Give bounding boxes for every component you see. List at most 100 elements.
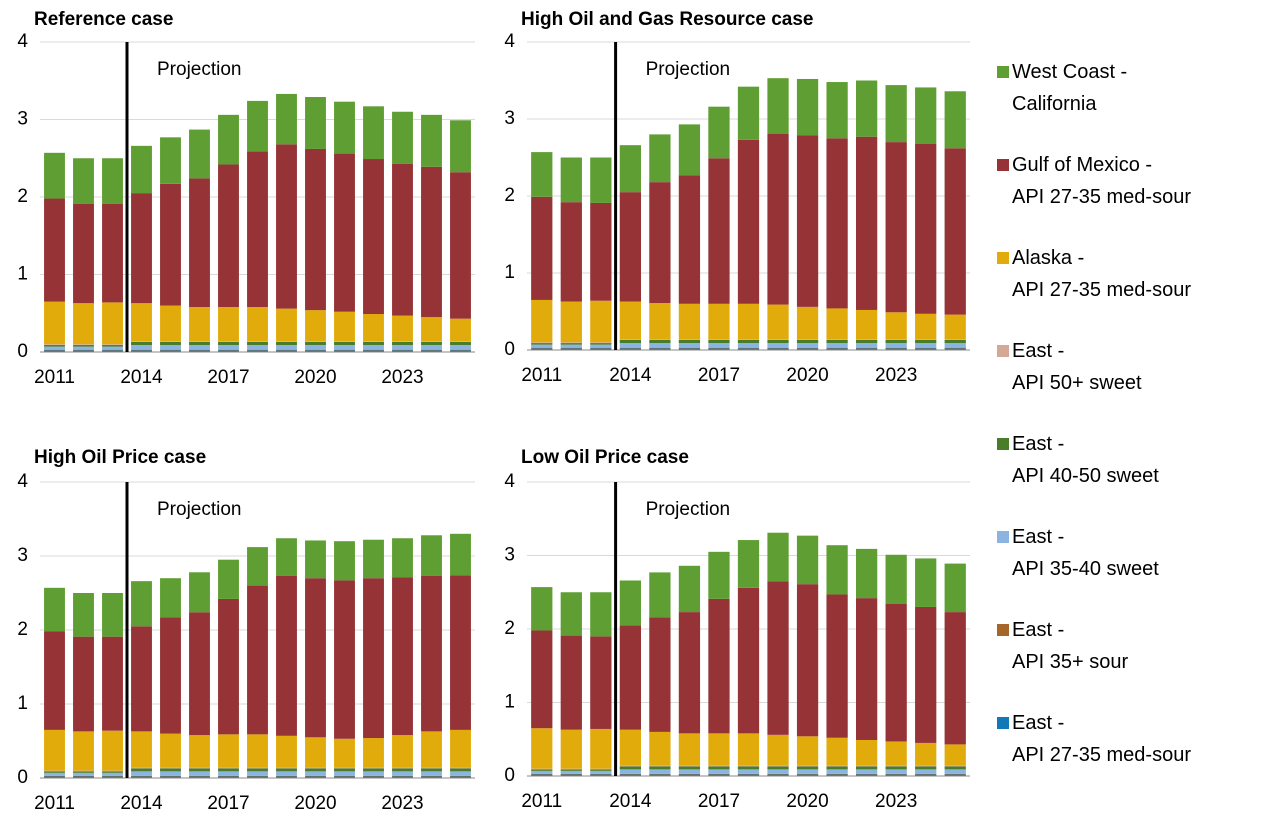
bar-segment — [885, 348, 907, 350]
bar-segment — [247, 341, 268, 346]
bar-segment — [856, 80, 878, 137]
bar-segment — [649, 182, 671, 304]
bar-segment — [856, 136, 878, 310]
bar-segment — [392, 315, 413, 342]
legend-label: East - API 40-50 sweet — [1012, 433, 1159, 487]
bar-segment — [450, 341, 471, 342]
bar-segment — [305, 341, 326, 342]
bar-segment — [915, 87, 937, 144]
bar-segment — [218, 350, 239, 352]
bar-segment — [421, 114, 442, 167]
y-tick-label: 3 — [504, 545, 515, 566]
bar-segment — [44, 152, 65, 199]
y-tick-label: 0 — [17, 767, 28, 788]
bar-segment — [678, 347, 701, 349]
bar-segment — [218, 164, 239, 308]
bar-segment — [531, 769, 553, 771]
legend-item: Alaska - API 27-35 med-sour — [997, 242, 1262, 335]
bar-segment — [915, 339, 937, 344]
bar-segment — [590, 773, 612, 775]
bar-segment — [531, 774, 553, 776]
bar-segment — [334, 345, 355, 350]
bar-segment — [189, 572, 210, 613]
bar-segment — [915, 313, 937, 340]
legend-item: East - API 35+ sour — [997, 614, 1262, 707]
bar-segment — [218, 767, 239, 769]
bar-segment — [649, 572, 671, 618]
bar-segment — [363, 345, 384, 350]
x-tick-label: 2011 — [34, 367, 75, 388]
bar-segment — [102, 776, 123, 778]
bar-segment — [189, 735, 210, 768]
bar-segment — [73, 636, 94, 732]
bar-segment — [885, 343, 907, 348]
bar-segment — [856, 739, 878, 766]
y-tick-label: 4 — [504, 471, 515, 492]
bar-segment — [73, 203, 94, 304]
bar-segment — [560, 770, 582, 774]
x-tick-label: 2017 — [207, 367, 249, 388]
bar-segment — [826, 737, 848, 766]
legend: West Coast - California Gulf of Mexico - … — [997, 56, 1262, 800]
bar-segment — [160, 137, 181, 184]
bar-segment — [796, 343, 819, 348]
bar-segment — [102, 593, 123, 637]
bar-segment — [590, 347, 612, 349]
bar-segment — [915, 606, 937, 743]
bar-segment — [590, 728, 612, 769]
bar-segment — [678, 348, 701, 350]
y-tick-label: 4 — [504, 31, 515, 52]
bar-segment — [915, 343, 937, 348]
bar-segment — [944, 148, 966, 315]
bar-segment — [767, 774, 789, 776]
bar-segment — [826, 308, 848, 340]
bar-segment — [885, 741, 907, 766]
bar-segment — [619, 766, 641, 770]
x-tick-label: 2011 — [34, 793, 75, 814]
bar-segment — [392, 768, 413, 772]
bar-segment — [44, 775, 65, 777]
bar-segment — [856, 343, 878, 348]
bar-segment — [915, 339, 937, 340]
bar-segment — [73, 345, 94, 347]
bar-segment — [560, 635, 582, 730]
bar-segment — [915, 765, 937, 767]
bar-segment — [560, 202, 582, 302]
x-tick-label: 2020 — [294, 793, 336, 814]
bar-segment — [915, 774, 937, 776]
bar-segment — [450, 120, 471, 173]
bar-segment — [73, 771, 94, 773]
bar-segment — [560, 347, 582, 349]
x-tick-label: 2023 — [875, 791, 917, 812]
bar-segment — [678, 339, 701, 340]
bar-segment — [218, 341, 239, 342]
y-tick-label: 1 — [17, 264, 28, 285]
bar-segment — [678, 612, 701, 734]
bar-segment — [944, 769, 966, 774]
bar-segment — [276, 767, 297, 769]
bar-segment — [885, 142, 907, 313]
bar-segment — [392, 577, 413, 736]
legend-swatch — [997, 531, 1009, 543]
bar-segment — [737, 348, 760, 350]
bar-segment — [560, 344, 582, 348]
bar-segment — [915, 558, 937, 607]
bar-segment — [305, 768, 326, 772]
bar-segment — [73, 775, 94, 777]
bar-segment — [767, 773, 789, 775]
bar-segment — [649, 773, 671, 775]
bar-segment — [363, 349, 384, 351]
bar-segment — [649, 774, 671, 776]
bar-segment — [160, 767, 181, 769]
bar-segment — [737, 774, 760, 776]
bar-segment — [796, 766, 819, 770]
bar-segment — [102, 775, 123, 777]
bar-segment — [560, 768, 582, 770]
bar-segment — [102, 302, 123, 345]
bar-segment — [421, 350, 442, 352]
bar-segment — [247, 767, 268, 769]
bar-segment — [560, 774, 582, 776]
bar-segment — [560, 301, 582, 343]
bar-segment — [131, 145, 152, 194]
